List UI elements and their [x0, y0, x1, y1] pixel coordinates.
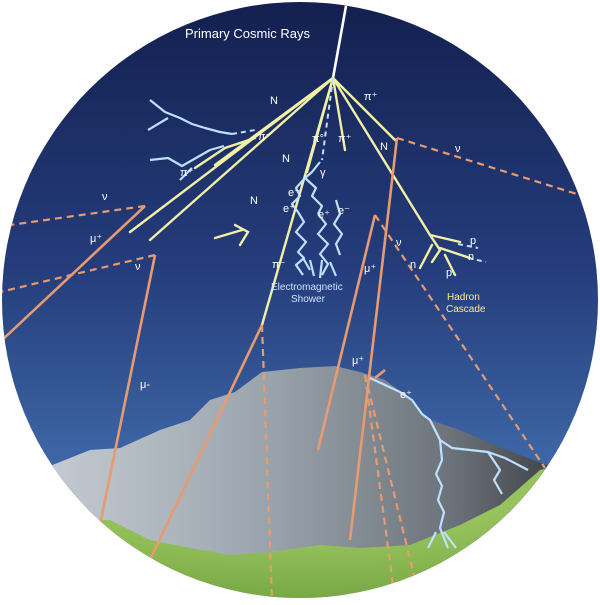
muon-plus-stub — [374, 368, 386, 380]
em-leaf-2 — [308, 259, 316, 277]
label-e-plus-1: e⁺ — [283, 203, 295, 215]
label-nu-left-lower: ν — [135, 261, 141, 273]
label-n-left: N — [282, 153, 290, 165]
hadron-cascade-dash-2 — [467, 257, 487, 263]
nucleon-track-far-left — [148, 76, 335, 242]
label-n-mid-right: N — [380, 141, 388, 153]
neutrino-track-left-lower — [2, 253, 156, 294]
em-pair-1 — [290, 177, 306, 213]
em-leaf-3 — [318, 259, 324, 279]
label-n-top: N — [270, 95, 278, 107]
label-n-mid-left: N — [250, 195, 258, 207]
pion-plus-track-mid — [331, 76, 347, 152]
nucleon-fork-left — [233, 223, 250, 247]
label-mu-plus-left: μ⁺ — [90, 233, 102, 245]
label-mu-minus: μ- — [140, 379, 150, 391]
em-track-left-upper-branch — [147, 117, 169, 131]
em-shower-label-line2: Shower — [291, 294, 326, 305]
label-e-minus-2: e⁻ — [338, 205, 350, 217]
pion-zero-origin — [305, 76, 335, 174]
em-track-left-lower — [149, 144, 225, 168]
muon-plus-track-mountain — [348, 137, 399, 541]
hadron-cascade-label-line2: Cascade — [446, 304, 486, 315]
electron-leaf-2 — [443, 531, 457, 549]
electron-branch-right — [487, 451, 503, 495]
hadron-cascade-p-lower — [443, 253, 457, 277]
neutrino-track-right — [396, 136, 581, 197]
pi0-dashed-track — [321, 77, 334, 161]
label-n-cascade-right: n — [468, 251, 474, 263]
label-p-lower: p — [446, 267, 452, 279]
electron-track-mountain — [369, 377, 506, 460]
title-label: Primary Cosmic Rays — [185, 26, 310, 41]
hadron-cascade-label-line1: Hadron — [447, 292, 480, 303]
em-gamma-track — [304, 161, 321, 179]
electron-leaf-1 — [427, 531, 437, 549]
primary-ray-track — [331, 5, 348, 79]
pi0-dashed-left — [231, 129, 256, 135]
em-zigzag-2 — [316, 213, 330, 276]
label-pi-plus-mid: π⁺ — [338, 133, 352, 145]
em-leaf-4 — [328, 261, 338, 277]
label-p-upper: p — [470, 235, 476, 247]
electron-branch-end — [504, 457, 529, 471]
neutrino-track-mid-right — [374, 214, 546, 469]
pion-branch-1 — [193, 136, 257, 170]
label-nu-right: ν — [455, 143, 461, 155]
hadron-cascade-n — [438, 246, 472, 260]
label-pi-plus-top: π⁺ — [364, 91, 378, 103]
em-track-left-upper — [149, 99, 233, 136]
pion-minus-decay-track — [148, 324, 264, 561]
neutrino-track-mid-down — [260, 324, 274, 598]
neutrino-track-left-upper — [9, 204, 146, 227]
em-zigzag-3 — [332, 199, 344, 256]
hadron-cascade-p-upper — [428, 233, 462, 244]
label-e-plus-mountain: e⁺ — [400, 389, 412, 401]
label-pi-zero: π° — [312, 133, 324, 145]
label-e-minus-1: e⁻ — [288, 187, 300, 199]
label-pi-minus-left: π⁻ — [258, 131, 272, 143]
em-track-left-lower-branch — [179, 167, 193, 181]
nucleon-fork-left-b — [213, 228, 244, 240]
em-shower-label-line1: Electromagnetic — [271, 282, 343, 293]
electron-branch-down — [434, 439, 450, 549]
em-pair-2 — [304, 177, 324, 215]
muon-minus-track — [98, 254, 157, 526]
muon-plus-track-mid — [316, 214, 377, 451]
hadron-cascade-n-left — [418, 243, 434, 270]
label-gamma: γ — [320, 167, 326, 179]
label-mu-plus-mid: μ⁺ — [364, 263, 376, 275]
label-mu-plus-mountain: μ⁺ — [352, 355, 364, 367]
label-pi-minus-mid: π⁻ — [272, 259, 286, 271]
pion-minus-track — [213, 76, 335, 167]
hadron-cascade-stem — [428, 233, 442, 264]
em-leaf-1 — [302, 257, 311, 271]
nucleon-track-right — [331, 76, 432, 237]
label-nu-mid: ν — [396, 237, 402, 249]
label-e-plus-2: e⁺ — [318, 209, 330, 221]
neutrino-track-mountain-2 — [363, 374, 397, 598]
pion-plus-track-right — [331, 76, 397, 142]
label-n-cascade-left: n — [410, 259, 416, 271]
label-nu-left-upper: ν — [102, 191, 108, 203]
hadron-cascade-dash-1 — [457, 243, 479, 249]
neutrino-track-mountain-1 — [363, 374, 422, 598]
em-zigzag-1 — [294, 211, 308, 276]
label-pi-plus-left: π⁺ — [180, 167, 194, 179]
